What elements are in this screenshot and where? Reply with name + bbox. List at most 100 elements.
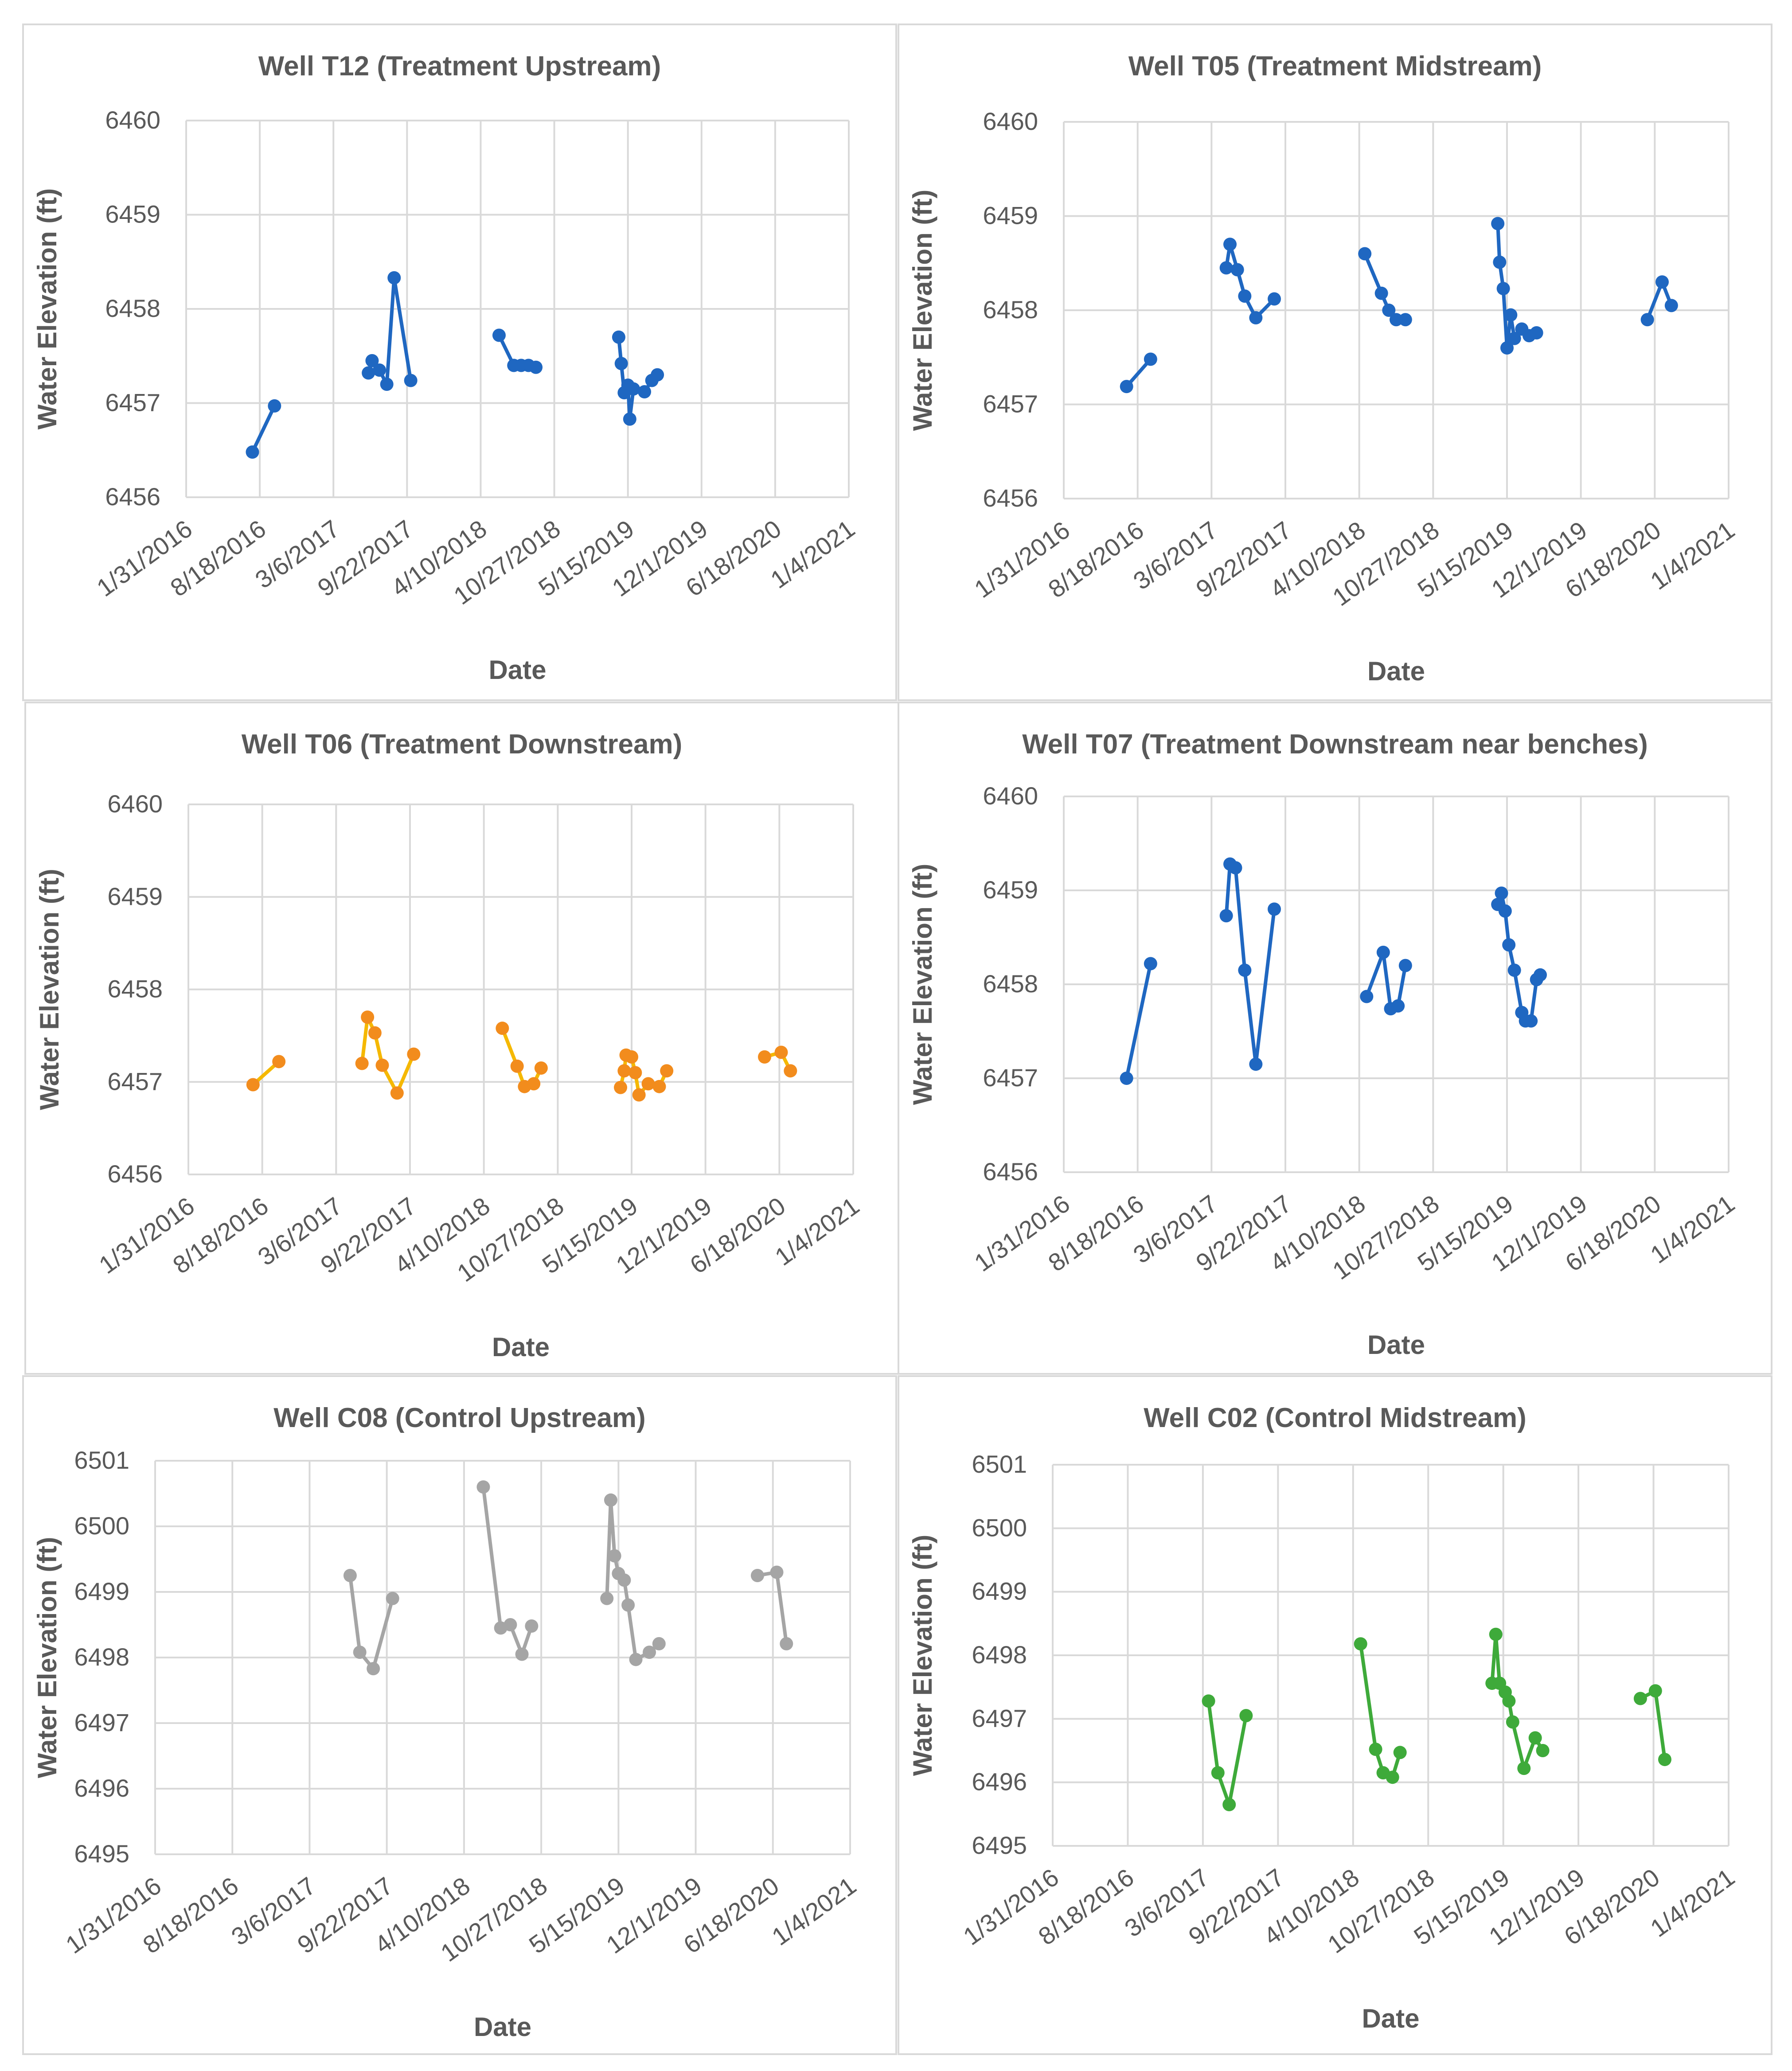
data-point	[1390, 313, 1403, 327]
y-axis-title: Water Elevation (ft)	[32, 1537, 62, 1778]
data-point	[1658, 1753, 1671, 1767]
chart-panel-4: 645664576458645964601/31/20168/18/20163/…	[898, 702, 1772, 1375]
data-point	[1536, 1744, 1550, 1757]
y-tick-label: 6457	[983, 1064, 1038, 1092]
data-point	[1517, 1762, 1531, 1775]
y-tick-label: 6459	[983, 202, 1038, 230]
data-point	[612, 330, 625, 344]
data-point	[1491, 217, 1505, 230]
data-point	[375, 1058, 389, 1072]
data-point	[1239, 1709, 1253, 1723]
data-point	[614, 1080, 627, 1094]
data-point	[1120, 380, 1133, 394]
x-axis-title: Date	[474, 2012, 531, 2042]
data-point	[750, 1569, 764, 1582]
data-point	[1219, 909, 1233, 923]
y-tick-label: 6457	[107, 1067, 163, 1095]
data-point	[246, 1078, 260, 1092]
data-point	[361, 1010, 375, 1024]
data-point	[784, 1064, 797, 1078]
data-point	[534, 1061, 548, 1075]
data-point	[492, 328, 506, 342]
data-point	[476, 1480, 490, 1494]
data-point	[404, 374, 418, 387]
chart-frame	[22, 1375, 897, 2055]
y-tick-label: 6458	[983, 296, 1038, 324]
data-point	[1238, 289, 1252, 303]
data-point	[660, 1064, 674, 1078]
y-tick-label: 6499	[972, 1577, 1027, 1605]
data-point	[355, 1057, 369, 1070]
data-point	[1496, 282, 1510, 296]
data-point	[510, 1059, 524, 1073]
y-tick-label: 6496	[74, 1774, 129, 1802]
data-point	[770, 1565, 784, 1579]
data-point	[621, 1598, 635, 1612]
y-axis-title: Water Elevation (ft)	[908, 1535, 937, 1776]
data-point	[1376, 945, 1390, 959]
y-tick-label: 6460	[983, 782, 1038, 810]
data-point	[1530, 326, 1543, 339]
y-tick-label: 6499	[74, 1577, 129, 1605]
data-point	[1249, 1057, 1263, 1071]
data-point	[617, 1573, 631, 1587]
chart-panel-3: 645664576458645964601/31/20168/18/20163/…	[24, 702, 899, 1375]
data-point	[1222, 1798, 1236, 1811]
data-point	[1268, 902, 1281, 916]
data-point	[1495, 886, 1508, 900]
data-point	[1633, 1692, 1647, 1705]
data-point	[1202, 1694, 1215, 1708]
data-point	[1374, 286, 1388, 300]
y-tick-label: 6457	[983, 390, 1038, 418]
y-tick-label: 6501	[972, 1450, 1027, 1478]
data-point	[623, 412, 636, 426]
series-line-segment	[250, 405, 276, 453]
y-tick-label: 6458	[983, 970, 1038, 998]
data-point	[1504, 308, 1518, 322]
data-point	[407, 1047, 421, 1061]
data-point	[527, 1077, 541, 1091]
data-point	[1398, 959, 1412, 972]
data-point	[1500, 341, 1514, 355]
data-point	[1489, 1627, 1503, 1641]
y-tick-label: 6497	[972, 1704, 1027, 1732]
data-point	[614, 357, 628, 371]
y-tick-label: 6500	[972, 1513, 1027, 1541]
data-point	[638, 385, 652, 398]
data-point	[1382, 304, 1396, 317]
chart-frame	[898, 1375, 1772, 2055]
data-point	[246, 445, 259, 459]
data-point	[651, 368, 664, 382]
data-point	[362, 366, 375, 380]
chart-panel-6: 64956496649764986499650065011/31/20168/1…	[898, 1375, 1772, 2055]
data-point	[604, 1493, 617, 1507]
data-point	[1144, 957, 1157, 971]
data-point	[608, 1549, 621, 1563]
y-tick-label: 6497	[74, 1708, 129, 1736]
data-point	[525, 1619, 539, 1633]
chart-frame	[24, 702, 899, 1375]
series-line-segment	[1224, 862, 1276, 1066]
x-axis-title: Date	[492, 1332, 550, 1362]
data-point	[380, 378, 394, 391]
x-axis-title: Date	[1362, 2004, 1419, 2033]
data-point	[1648, 1684, 1662, 1698]
data-point	[652, 1637, 666, 1650]
data-point	[1640, 313, 1654, 327]
data-point	[1360, 990, 1374, 1003]
data-point	[643, 1646, 656, 1659]
data-point	[1386, 1771, 1399, 1784]
data-point	[515, 1647, 529, 1661]
chart-title: Well T06 (Treatment Downstream)	[242, 729, 683, 760]
chart-panel-1: 645664576458645964601/31/20168/18/20163/…	[22, 23, 897, 701]
data-point	[1354, 1637, 1367, 1651]
data-point	[774, 1045, 788, 1059]
data-point	[758, 1050, 771, 1064]
y-tick-label: 6501	[74, 1446, 129, 1474]
chart-panel-5: 64956496649764986499650065011/31/20168/1…	[22, 1375, 897, 2055]
data-point	[387, 271, 401, 285]
data-point	[1249, 311, 1263, 324]
series-line-segment	[1206, 1700, 1248, 1806]
y-axis-title: Water Elevation (ft)	[908, 864, 937, 1105]
